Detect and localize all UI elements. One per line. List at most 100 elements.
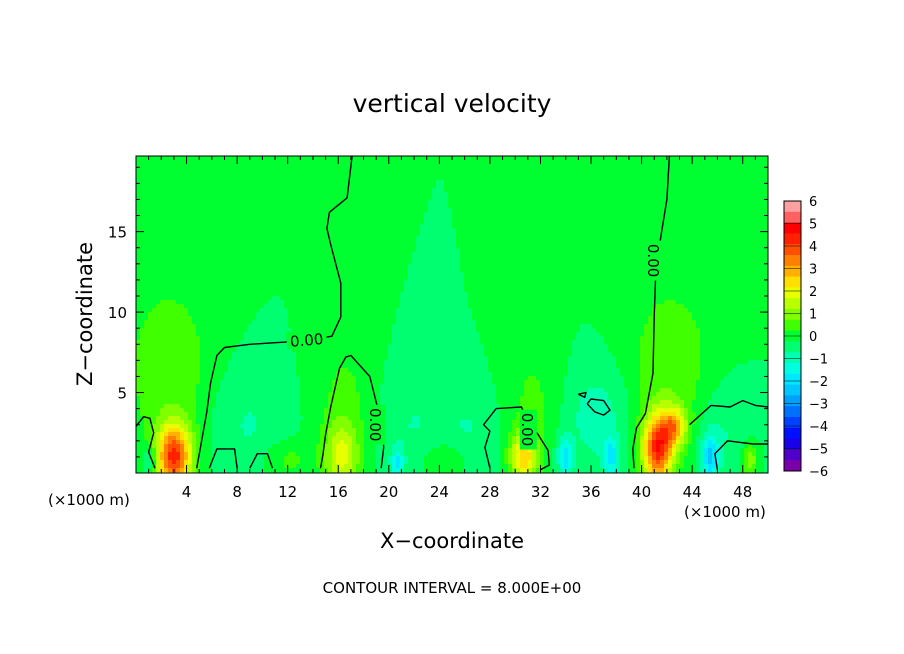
field-cell (556, 460, 560, 464)
field-cell (336, 372, 352, 376)
field-cell (580, 396, 608, 400)
field-cell (144, 452, 152, 456)
field-cell (728, 432, 768, 436)
field-cell (156, 460, 160, 464)
field-cell (388, 348, 484, 352)
field-cell (640, 344, 700, 348)
field-cell (392, 452, 396, 456)
field-cell (352, 460, 360, 464)
field-cell (228, 368, 296, 372)
field-cell (140, 400, 196, 404)
field-cell (556, 428, 580, 432)
field-cell (640, 456, 644, 460)
field-cell (168, 436, 176, 440)
field-cell (560, 468, 564, 472)
field-cell (336, 376, 356, 380)
field-cell (392, 336, 480, 340)
field-cell (560, 412, 576, 416)
field-cell (664, 300, 676, 304)
field-cell (184, 436, 188, 440)
field-cell (572, 352, 612, 356)
field-cell (648, 316, 692, 320)
field-cell (712, 452, 716, 456)
field-cell (504, 452, 508, 456)
field-cell (540, 444, 544, 448)
field-cell (644, 464, 648, 468)
field-cell (136, 368, 200, 372)
field-cell (676, 392, 696, 396)
field-cell (416, 248, 460, 252)
field-cell (352, 464, 356, 468)
field-cell (436, 184, 444, 188)
colorbar-swatch (784, 319, 801, 332)
field-cell (568, 468, 572, 472)
field-cell (332, 464, 340, 468)
field-cell (520, 464, 528, 468)
field-cell (616, 468, 620, 472)
field-cell (348, 448, 352, 452)
colorbar-tick-label: 1 (809, 308, 817, 323)
field-cell (512, 468, 516, 472)
field-cell (408, 272, 464, 276)
field-cell (700, 464, 704, 468)
field-cell (576, 456, 600, 460)
field-cell (520, 456, 532, 460)
y-tick-label: 5 (117, 385, 127, 403)
field-cell (512, 424, 520, 428)
field-cell (644, 424, 648, 428)
field-cell (136, 372, 200, 376)
field-cell (536, 464, 540, 468)
field-cell (412, 420, 420, 424)
field-cell (556, 452, 560, 456)
field-cell (572, 468, 604, 472)
field-cell (184, 456, 188, 460)
field-cell (536, 428, 544, 432)
colorbar-swatch (784, 352, 801, 364)
field-cell (160, 464, 164, 468)
colorbar-swatch (784, 341, 801, 353)
field-cell (148, 312, 188, 316)
field-cell (612, 444, 616, 448)
field-cell (392, 448, 404, 452)
field-cell (160, 300, 176, 304)
field-cell (660, 444, 664, 448)
field-cell (676, 460, 680, 464)
x-tick-label: 40 (632, 483, 651, 501)
colorbar-tick-label: −3 (809, 398, 828, 413)
field-cell (392, 460, 396, 464)
field-cell (356, 440, 364, 444)
field-cell (564, 448, 568, 452)
field-cell (240, 340, 292, 344)
field-cell (556, 436, 560, 440)
field-cell (564, 456, 568, 460)
field-cell (640, 376, 700, 380)
field-cell (704, 440, 708, 444)
colorbar-tick-label: 4 (809, 240, 817, 255)
field-cell (552, 448, 556, 452)
colorbar: 6 5 4 3 2 1 0 −1 −2 −3 −4 −5 −6 (783, 195, 828, 480)
field-cell (520, 452, 532, 456)
field-cell (564, 376, 624, 380)
field-cell (384, 364, 488, 368)
field-cell (412, 252, 460, 256)
field-cell (648, 320, 696, 324)
field-cell (576, 440, 584, 444)
field-cell (640, 432, 644, 436)
field-cell (696, 460, 700, 464)
field-cell (664, 444, 668, 448)
field-cell (616, 428, 628, 432)
field-cell (560, 408, 580, 412)
field-cell (680, 412, 684, 416)
field-cell (512, 440, 516, 444)
field-cell (696, 448, 700, 452)
field-cell (616, 412, 628, 416)
field-cell (640, 348, 700, 352)
field-cell (656, 452, 664, 456)
field-cell (644, 460, 648, 464)
field-cell (652, 440, 656, 444)
field-cell (700, 432, 704, 436)
field-cell (360, 444, 364, 448)
field-cell (668, 460, 672, 464)
field-cell (616, 444, 620, 448)
field-cell (704, 436, 708, 440)
